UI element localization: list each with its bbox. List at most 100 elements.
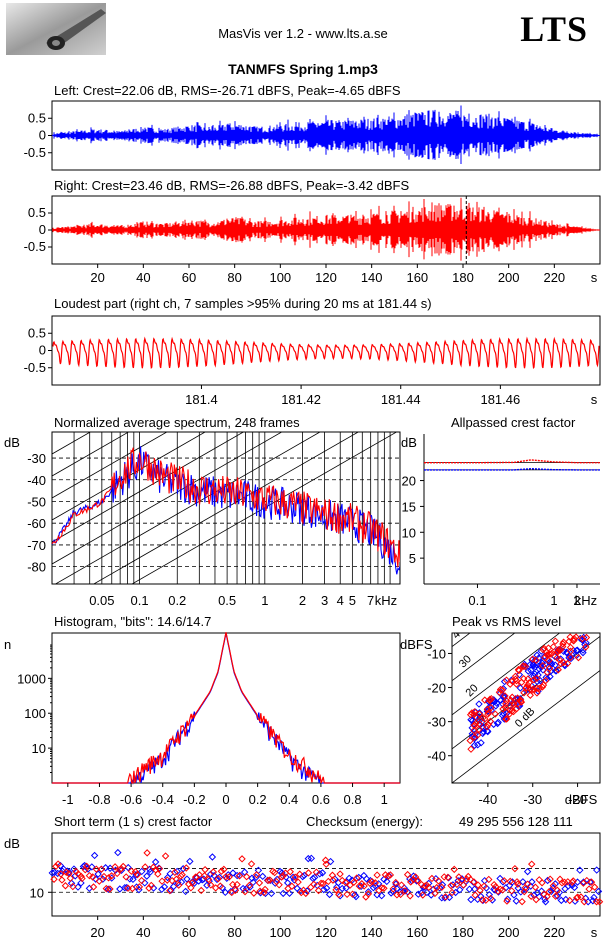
crest-series-right — [424, 459, 600, 464]
stcf-point-left — [477, 892, 485, 901]
app-title: MasVis ver 1.2 - www.lts.a.se — [218, 26, 388, 41]
stcf-point-right — [419, 891, 427, 899]
pvr-point-right — [533, 684, 541, 692]
y-tick-label-allpassed: 15 — [402, 499, 416, 514]
pvr-point-right — [541, 653, 549, 662]
stcf-point-left — [576, 866, 584, 874]
x-tick-label-right-waveform: 160 — [406, 270, 428, 285]
pvr-point-right — [475, 725, 483, 734]
stcf-point-right — [476, 886, 484, 895]
stcf-point-right — [255, 879, 264, 887]
pvr-point-left — [498, 699, 507, 708]
y-tick-label-short-term-crest: 10 — [30, 885, 44, 900]
stcf-point-left — [555, 888, 564, 897]
stcf-point-right — [250, 889, 258, 897]
y-tick-label-avg-spectrum: -40 — [27, 473, 46, 488]
stcf-point-left — [467, 895, 475, 904]
stcf-point-right — [111, 863, 119, 871]
histogram-series-left — [52, 632, 400, 785]
stcf-point-left — [239, 884, 247, 893]
pvr-point-right — [499, 705, 507, 713]
crest-line-label: 0 dB — [513, 705, 537, 729]
pvr-point-right — [470, 721, 479, 730]
pvr-point-right — [554, 647, 562, 656]
pvr-point-right — [501, 692, 509, 700]
stcf-point-left — [429, 885, 438, 893]
stcf-point-left — [183, 875, 191, 883]
stcf-point-right — [438, 883, 446, 891]
stcf-point-right — [66, 874, 75, 882]
stcf-point-right — [392, 878, 400, 887]
pvr-point-left — [475, 709, 484, 717]
stcf-point-right — [514, 880, 522, 888]
chart-title-allpassed-crest: Allpassed crest factor — [451, 415, 576, 430]
stcf-point-right — [201, 865, 209, 874]
stcf-point-right — [81, 866, 89, 874]
checksum-value: 49 295 556 128 111 — [459, 814, 573, 829]
stcf-point-right — [151, 866, 160, 874]
x-tick-label-short-term-crest: 40 — [136, 925, 150, 940]
stcf-point-right — [440, 873, 448, 881]
stcf-point-right — [85, 871, 94, 880]
stcf-point-right — [373, 871, 381, 879]
x-tick-label-right-waveform: 120 — [315, 270, 337, 285]
y-tick-label-avg-spectrum: -60 — [27, 516, 46, 531]
stcf-point-left — [449, 881, 457, 889]
pvr-point-right — [522, 683, 531, 692]
stcf-point-right — [406, 892, 414, 900]
chart-title-avg-spectrum: Normalized average spectrum, 248 frames — [54, 415, 300, 430]
pvr-point-right — [484, 708, 493, 717]
pvr-point-right — [554, 666, 562, 674]
x-unit-loudest-part: s — [591, 392, 598, 407]
stcf-point-right — [368, 877, 376, 886]
pvr-point-left — [560, 660, 569, 669]
pvr-point-right — [542, 676, 550, 685]
stcf-point-left — [124, 863, 132, 872]
x-tick-label-short-term-crest: 60 — [182, 925, 196, 940]
x-unit-short-term-crest: s — [591, 925, 598, 940]
pvr-point-right — [549, 643, 558, 651]
stcf-point-right — [124, 884, 132, 892]
y-tick-label-allpassed: 20 — [402, 474, 416, 489]
stcf-point-right — [95, 877, 104, 885]
stcf-point-right — [364, 890, 373, 898]
stcf-point-right — [288, 882, 296, 890]
pvr-point-left — [573, 646, 582, 654]
x-tick-label-avg-spectrum: 7 — [367, 593, 374, 608]
stcf-point-left — [132, 871, 140, 879]
x-tick-label-right-waveform: 60 — [182, 270, 196, 285]
pvr-point-right — [486, 717, 495, 726]
stcf-point-right — [209, 868, 218, 876]
stcf-point-left — [74, 883, 82, 891]
x-tick-label-histogram: 0.2 — [249, 792, 267, 807]
stcf-point-left — [592, 866, 601, 874]
stcf-point-right — [286, 868, 294, 876]
stcf-point-left — [594, 887, 603, 896]
x-tick-label-histogram: 0 — [222, 792, 229, 807]
stcf-point-right — [565, 896, 574, 905]
stcf-point-left — [258, 872, 267, 881]
stcf-point-right — [574, 893, 582, 901]
pvr-point-left — [563, 649, 571, 657]
stcf-point-left — [389, 887, 397, 896]
stcf-point-left — [571, 897, 579, 905]
pvr-point-right — [517, 678, 526, 687]
stcf-point-right — [450, 865, 458, 874]
stcf-point-left — [503, 895, 512, 903]
stcf-point-left — [146, 868, 155, 876]
y-tick-label-peak-vs-rms: -30 — [427, 715, 446, 730]
pvr-point-left — [565, 654, 573, 662]
stcf-point-left — [438, 881, 447, 889]
stcf-point-right — [551, 892, 560, 900]
stcf-point-left — [522, 885, 530, 894]
x-tick-label-avg-spectrum: 5 — [349, 593, 356, 608]
stcf-point-right — [245, 881, 254, 889]
x-tick-label-right-waveform: 20 — [90, 270, 104, 285]
waveform-right-waveform — [52, 197, 599, 261]
pvr-point-right — [569, 637, 578, 645]
y-tick-label-right-waveform: 0 — [39, 222, 46, 237]
stcf-point-left — [338, 884, 346, 893]
pvr-point-right — [563, 659, 572, 668]
stcf-point-right — [319, 879, 327, 888]
x-tick-label-right-waveform: 180 — [452, 270, 474, 285]
